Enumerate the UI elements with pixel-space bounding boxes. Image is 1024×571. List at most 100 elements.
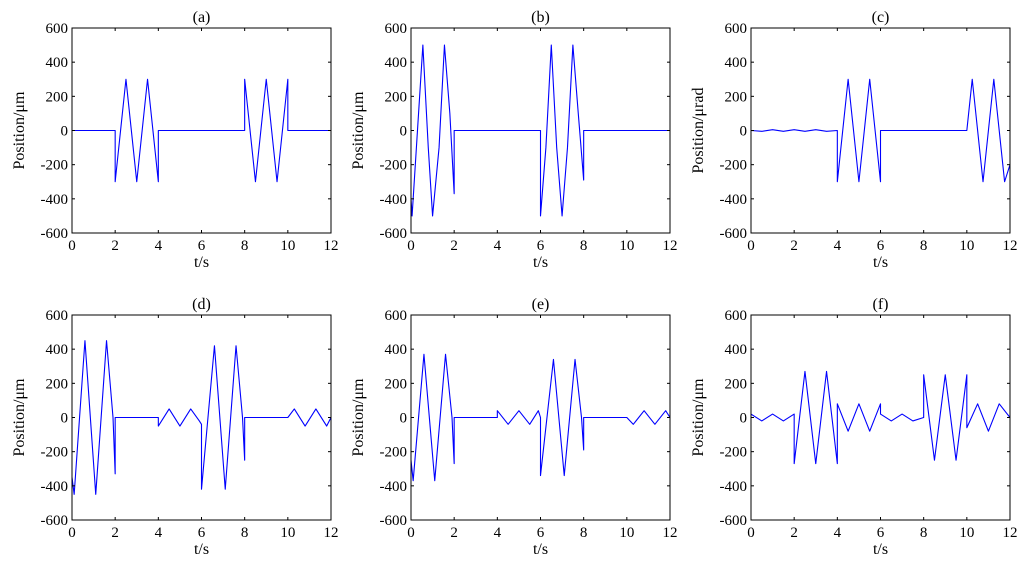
y-tick-label: -600 xyxy=(720,513,748,529)
x-tick-label: 0 xyxy=(68,525,76,541)
x-tick-label: 10 xyxy=(959,525,974,541)
panel-title: (f) xyxy=(873,296,889,313)
y-tick-label: -200 xyxy=(720,445,748,461)
panel-title: (e) xyxy=(532,296,550,313)
x-tick-label: 8 xyxy=(241,238,249,254)
y-tick-label: 200 xyxy=(385,376,408,392)
x-tick-label: 4 xyxy=(494,238,502,254)
x-tick-label: 12 xyxy=(663,238,678,254)
y-tick-label: -600 xyxy=(41,513,69,529)
y-tick-label: 200 xyxy=(46,89,69,105)
series-line xyxy=(72,78,331,183)
x-tick-label: 8 xyxy=(241,525,249,541)
y-tick-label: -400 xyxy=(41,479,69,495)
x-tick-label: 10 xyxy=(619,238,634,254)
y-tick-label: 600 xyxy=(385,308,408,324)
x-axis-label: t/s xyxy=(533,541,548,558)
panel-title: (d) xyxy=(192,296,211,313)
x-tick-label: 0 xyxy=(407,238,415,254)
y-tick-label: 600 xyxy=(46,308,69,324)
x-tick-label: 2 xyxy=(450,238,458,254)
x-tick-label: 6 xyxy=(877,525,885,541)
y-axis-label: Position/μm xyxy=(350,378,367,456)
series-line xyxy=(72,340,331,495)
x-tick-label: 6 xyxy=(537,238,545,254)
y-tick-label: -400 xyxy=(720,479,748,495)
x-axis-label: t/s xyxy=(194,541,209,558)
x-tick-label: 10 xyxy=(619,525,634,541)
x-tick-label: 0 xyxy=(747,238,755,254)
x-tick-label: 8 xyxy=(580,525,588,541)
y-tick-label: -200 xyxy=(380,445,408,461)
x-tick-label: 10 xyxy=(959,238,974,254)
x-tick-label: 12 xyxy=(663,525,678,541)
y-tick-label: -400 xyxy=(380,192,408,208)
y-tick-label: 600 xyxy=(385,21,408,37)
y-tick-label: 0 xyxy=(61,124,69,140)
x-tick-label: 12 xyxy=(324,525,339,541)
chart-panel: (e) 0 2 4 6 8 10 12 -600 -400 -200 0 200 400 600 t/s Pos… xyxy=(350,296,678,558)
x-tick-label: 2 xyxy=(790,525,798,541)
y-tick-label: 400 xyxy=(725,342,748,358)
x-tick-label: 6 xyxy=(877,238,885,254)
y-tick-label: 400 xyxy=(385,342,408,358)
x-tick-label: 8 xyxy=(920,525,928,541)
x-tick-label: 4 xyxy=(834,238,842,254)
x-axis-label: t/s xyxy=(873,541,888,558)
y-tick-label: -400 xyxy=(380,479,408,495)
y-tick-label: -400 xyxy=(41,192,69,208)
y-tick-label: -600 xyxy=(380,226,408,242)
x-tick-label: 4 xyxy=(155,525,163,541)
y-tick-label: -200 xyxy=(41,445,69,461)
y-axis-label: Position/μm xyxy=(350,91,367,169)
x-axis-label: t/s xyxy=(873,254,888,271)
y-tick-label: -400 xyxy=(720,192,748,208)
chart-panel: (a) 0 2 4 6 8 10 12 -600 -400 -200 0 200 400 600 t/s Pos… xyxy=(11,9,339,271)
x-axis-label: t/s xyxy=(533,254,548,271)
y-tick-label: 600 xyxy=(725,308,748,324)
y-tick-label: -600 xyxy=(41,226,69,242)
y-tick-label: -600 xyxy=(720,226,748,242)
x-tick-label: 12 xyxy=(1003,238,1018,254)
series-line xyxy=(751,370,1010,465)
x-tick-label: 6 xyxy=(198,525,206,541)
chart-panel: (b) 0 2 4 6 8 10 12 -600 -400 -200 0 200 400 600 t/s Pos… xyxy=(350,9,678,271)
x-tick-label: 0 xyxy=(407,525,415,541)
x-tick-label: 2 xyxy=(111,238,119,254)
x-tick-label: 4 xyxy=(834,525,842,541)
chart-panel: (f) 0 2 4 6 8 10 12 -600 -400 -200 0 200 400 600 t/s Pos… xyxy=(690,296,1018,558)
y-tick-label: -200 xyxy=(720,158,748,174)
chart-panel: (d) 0 2 4 6 8 10 12 -600 -400 -200 0 200 400 600 t/s Pos… xyxy=(11,296,339,558)
x-tick-label: 12 xyxy=(324,238,339,254)
series-line xyxy=(411,353,670,482)
y-tick-label: 0 xyxy=(400,411,408,427)
series-line xyxy=(751,78,1010,183)
panel-title: (a) xyxy=(193,9,211,26)
x-tick-label: 0 xyxy=(68,238,76,254)
x-tick-label: 8 xyxy=(580,238,588,254)
x-tick-label: 4 xyxy=(155,238,163,254)
x-tick-label: 8 xyxy=(920,238,928,254)
panel-title: (c) xyxy=(872,9,890,26)
y-tick-label: 200 xyxy=(725,376,748,392)
y-tick-label: 400 xyxy=(46,55,69,71)
y-tick-label: 0 xyxy=(740,124,748,140)
x-tick-label: 2 xyxy=(111,525,119,541)
series-line xyxy=(411,44,670,217)
y-tick-label: 0 xyxy=(740,411,748,427)
y-tick-label: 0 xyxy=(61,411,69,427)
x-axis-label: t/s xyxy=(194,254,209,271)
x-tick-label: 6 xyxy=(537,525,545,541)
y-tick-label: 200 xyxy=(725,89,748,105)
panel-title: (b) xyxy=(531,9,550,26)
x-tick-label: 6 xyxy=(198,238,206,254)
chart-panel: (c) 0 2 4 6 8 10 12 -600 -400 -200 0 200 400 600 t/s Pos… xyxy=(690,9,1018,271)
x-tick-label: 12 xyxy=(1003,525,1018,541)
x-tick-label: 2 xyxy=(450,525,458,541)
y-tick-label: 400 xyxy=(46,342,69,358)
y-tick-label: 0 xyxy=(400,124,408,140)
y-tick-label: -600 xyxy=(380,513,408,529)
y-axis-label: Position/μm xyxy=(690,378,707,456)
y-tick-label: 200 xyxy=(46,376,69,392)
